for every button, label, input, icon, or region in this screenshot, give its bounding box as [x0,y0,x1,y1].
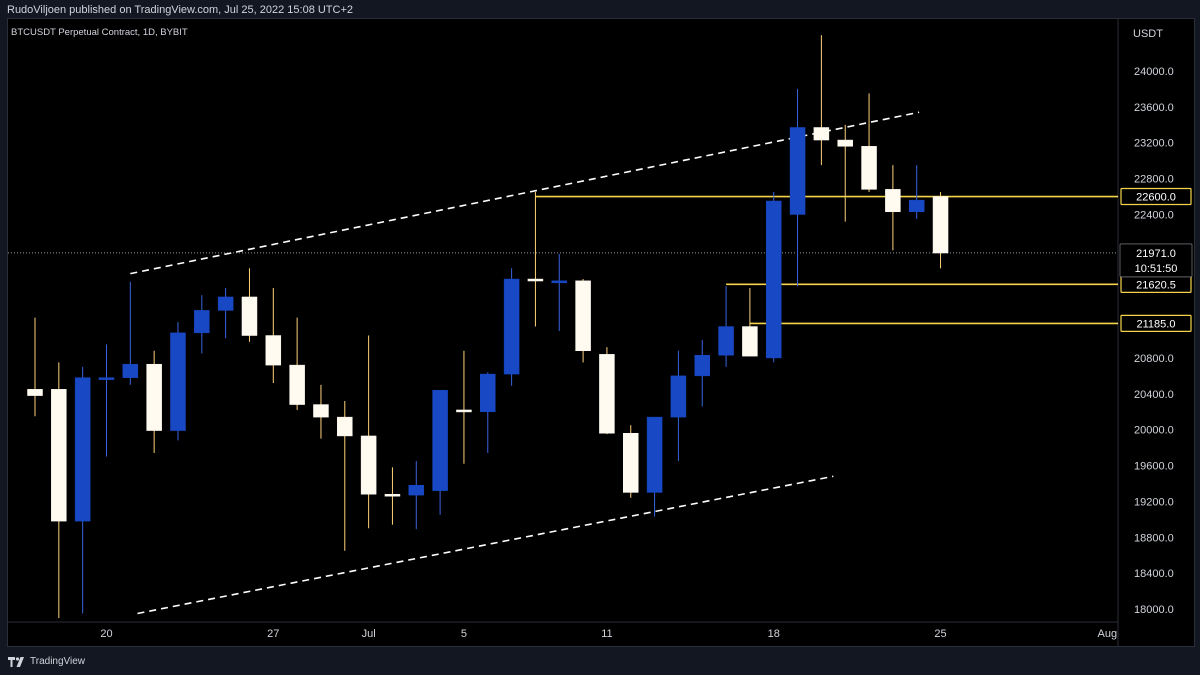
candle-body [765,200,782,359]
candle-body [885,189,901,213]
time-tick-label: Aug [1098,628,1118,640]
candle-body [98,377,115,380]
candle-body [503,278,520,375]
candle-body [170,332,186,431]
candle-body [146,363,162,431]
candle-body [217,296,234,311]
price-tick-label: 18800.0 [1134,532,1174,544]
candle-body [908,199,925,213]
level-price-label: 21185.0 [1137,318,1176,330]
level-price-label: 21620.5 [1136,279,1176,291]
candle-body [122,363,139,378]
candle-body [241,296,258,336]
candle-body [432,389,448,491]
candle-body [51,389,67,522]
candle-body [813,127,830,141]
candle-body [551,280,568,284]
level-price-label: 22600.0 [1136,192,1176,204]
candle-body [74,377,91,522]
candle-body [194,310,210,334]
price-tick-label: 23200.0 [1134,138,1174,150]
price-tick-label: 18400.0 [1134,568,1174,580]
price-axis-unit: USDT [1133,28,1163,40]
candle-body [480,373,496,412]
price-tick-label: 22400.0 [1134,209,1174,221]
candle-body [718,326,734,356]
published-info: RudoViljoen published on TradingView.com… [7,4,354,16]
footer-brand: TradingView [8,656,85,667]
time-tick-label: 20 [100,628,112,640]
price-tick-label: 24000.0 [1134,66,1174,78]
symbol-title: BTCUSDT Perpetual Contract, 1D, BYBIT [11,27,188,38]
candle-body [313,404,329,418]
candle-body [932,196,949,254]
candle-body [456,409,472,413]
price-tick-label: 20000.0 [1134,425,1174,437]
level-price-tag [1120,314,1192,333]
candle-body [837,139,853,147]
plot-area [8,35,1118,618]
candle-body [670,375,687,418]
price-tick-label: 18000.0 [1134,604,1174,616]
candle-body [694,354,710,377]
time-tick-label: 18 [768,628,780,640]
candle-body [623,433,639,493]
time-tick-label: Jul [362,628,376,640]
price-tick-label: 22800.0 [1134,174,1174,186]
candle-body [575,280,591,352]
candle-body [599,354,615,434]
candle-body [527,278,544,282]
price-tick-label: 19600.0 [1134,461,1174,473]
price-tick-label: 20800.0 [1134,353,1174,365]
channel-trendline [137,475,834,615]
level-price-tag [1120,187,1192,206]
candle-body [408,485,425,496]
channel-trendline [130,111,920,275]
tradingview-logo-icon [8,656,24,667]
price-tick-label: 23600.0 [1134,102,1174,114]
candle-body [742,326,758,357]
candle-body [861,146,877,190]
candle-body [27,389,43,396]
candle-body [360,435,377,495]
candle-body [337,416,353,437]
last-price-label: 21971.0 [1136,248,1176,260]
brand-name: TradingView [30,656,86,667]
time-tick-label: 5 [461,628,467,640]
candle-body [789,127,806,215]
time-tick-label: 25 [934,628,946,640]
candle-body [265,335,282,366]
time-tick-label: 11 [601,628,612,640]
candle-countdown-label: 10:51:50 [1135,263,1178,275]
candle-body [289,364,305,405]
top-bar: RudoViljoen published on TradingView.com… [0,0,1200,18]
price-tick-label: 19200.0 [1134,496,1174,508]
last-price-tag [1119,243,1193,278]
price-tick-label: 20400.0 [1134,389,1174,401]
time-tick-label: 27 [267,628,279,640]
candle-body [384,493,401,497]
candle-body [646,416,663,493]
